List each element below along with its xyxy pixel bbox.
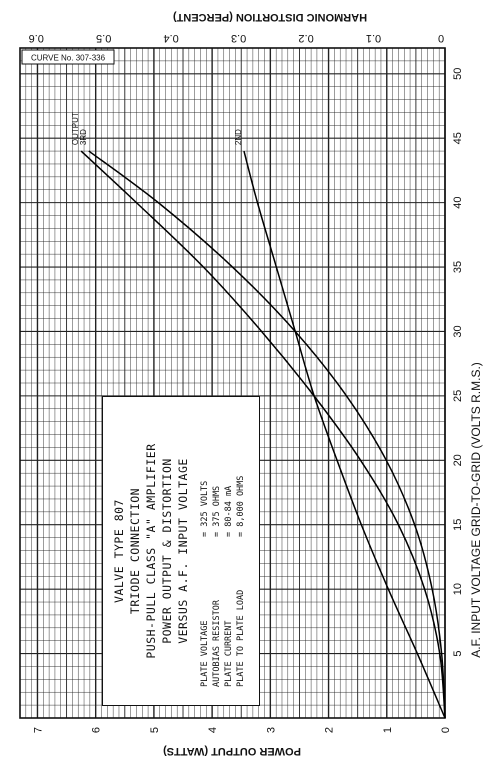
condition-label: AUTOBIAS RESISTOR (212, 600, 222, 687)
condition-label: PLATE CURRENT (224, 620, 234, 687)
tick-label-right-zero: 0 (438, 32, 444, 44)
tick-label-left: 3 (265, 727, 277, 733)
tick-label-x: 30 (452, 325, 464, 337)
chart-ticks: 12345670.10.20.30.40.50.6005101520253035… (29, 32, 464, 733)
x-axis-title: A.F. INPUT VOLTAGE GRID-TO-GRID (VOLTS R… (469, 362, 483, 658)
y-axis-title-right: HARMONIC DISTORTION (PERCENT) (173, 11, 367, 23)
tick-label-left: 7 (32, 727, 44, 733)
condition-value: = 325 VOLTS (200, 480, 210, 537)
tick-label-right: 0.1 (366, 32, 381, 44)
legend-title-line: VALVE TYPE 807 (112, 499, 126, 603)
legend-title-line: TRIODE CONNECTION (128, 487, 142, 615)
curve-number-box (21, 49, 115, 65)
tick-label-right: 0.5 (96, 32, 111, 44)
series-label: 3RD (79, 129, 88, 145)
chart-curves (80, 150, 446, 719)
tick-label-x: 35 (452, 261, 464, 273)
legend-title: VALVE TYPE 807 TRIODE CONNECTION PUSH-PU… (111, 407, 191, 695)
condition-row: AUTOBIAS RESISTOR = 375 OHMS (211, 407, 223, 687)
tick-label-x: 20 (452, 454, 464, 466)
series-label: OUTPUT (71, 112, 80, 145)
tick-label-x: 40 (452, 196, 464, 208)
condition-label: PLATE TO PLATE LOAD (236, 589, 246, 687)
condition-value: = 80-84 mA (224, 485, 234, 537)
condition-value: = 375 OHMS (212, 485, 222, 537)
tick-label-left: 4 (207, 727, 219, 733)
tick-label-left-zero: 0 (440, 727, 452, 733)
tick-label-left: 6 (91, 727, 103, 733)
tick-label-left: 2 (324, 727, 336, 733)
tick-label-x: 50 (452, 68, 464, 80)
legend-title-line: PUSH-PULL CLASS "A" AMPLIFIER (144, 443, 158, 659)
tick-label-right: 0.4 (164, 32, 179, 44)
tick-label-x: 5 (452, 651, 464, 657)
tick-label-right: 0.2 (298, 32, 313, 44)
legend-title-line: VERSUS A.F. INPUT VOLTAGE (176, 458, 190, 644)
legend-conditions: PLATE VOLTAGE = 325 VOLTS AUTOBIAS RESIS… (199, 407, 247, 687)
legend-title-line: POWER OUTPUT & DISTORTION (160, 458, 174, 644)
tick-label-left: 1 (382, 727, 394, 733)
series-line (88, 150, 446, 719)
condition-row: PLATE TO PLATE LOAD = 8,000 OHMS (235, 407, 247, 687)
condition-value: = 8,000 OHMS (236, 475, 246, 537)
tick-label-x: 25 (452, 390, 464, 402)
series-line (80, 150, 446, 719)
tick-label-x: 45 (452, 132, 464, 144)
condition-row: PLATE CURRENT = 80-84 mA (223, 407, 235, 687)
condition-label: PLATE VOLTAGE (200, 620, 210, 687)
curve-number: CURVE No. 307-336 (31, 54, 106, 63)
y-axis-title-left: POWER OUTPUT (WATTS) (163, 745, 301, 757)
tick-label-left: 5 (149, 727, 161, 733)
tick-label-x: 15 (452, 519, 464, 531)
condition-row: PLATE VOLTAGE = 325 VOLTS (199, 407, 211, 687)
tick-label-right: 0.3 (231, 32, 246, 44)
series-label: 2ND (234, 129, 243, 145)
tick-label-right: 0.6 (29, 32, 44, 44)
tick-label-x: 10 (452, 583, 464, 595)
legend-box: VALVE TYPE 807 TRIODE CONNECTION PUSH-PU… (102, 396, 260, 706)
series-line (243, 150, 446, 719)
plot-frame (19, 47, 446, 719)
